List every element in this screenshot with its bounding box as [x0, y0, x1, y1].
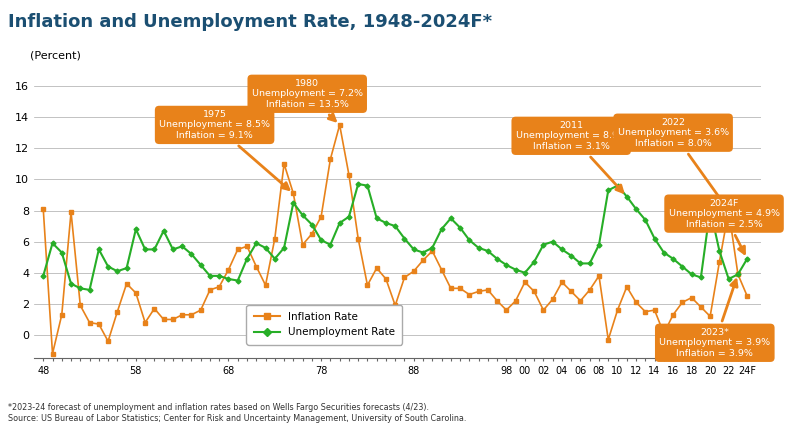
Text: 1980
Unemployment = 7.2%
Inflation = 13.5%: 1980 Unemployment = 7.2% Inflation = 13.… — [252, 79, 362, 121]
Text: *2023-24 forecast of unemployment and inflation rates based on Wells Fargo Secur: *2023-24 forecast of unemployment and in… — [8, 403, 466, 423]
Text: 2022
Unemployment = 3.6%
Inflation = 8.0%: 2022 Unemployment = 3.6% Inflation = 8.0… — [618, 118, 729, 206]
Text: 2024F
Unemployment = 4.9%
Inflation = 2.5%: 2024F Unemployment = 4.9% Inflation = 2.… — [669, 199, 779, 254]
Text: 2011
Unemployment = 8.9%
Inflation = 3.1%: 2011 Unemployment = 8.9% Inflation = 3.1… — [516, 121, 626, 192]
Text: 2023*
Unemployment = 3.9%
Inflation = 3.9%: 2023* Unemployment = 3.9% Inflation = 3.… — [659, 280, 770, 358]
Text: 1975
Unemployment = 8.5%
Inflation = 9.1%: 1975 Unemployment = 8.5% Inflation = 9.1… — [159, 110, 289, 190]
Text: Inflation and Unemployment Rate, 1948-2024F*: Inflation and Unemployment Rate, 1948-20… — [8, 13, 492, 31]
Legend: Inflation Rate, Unemployment Rate: Inflation Rate, Unemployment Rate — [246, 305, 402, 345]
Text: (Percent): (Percent) — [30, 51, 82, 60]
